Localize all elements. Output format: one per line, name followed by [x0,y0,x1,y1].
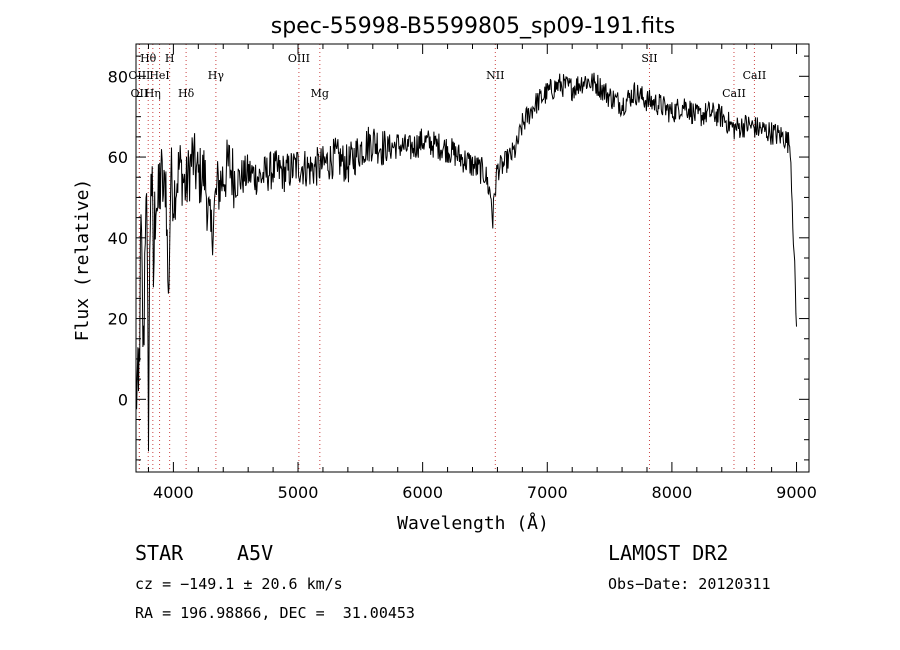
spectral-line-label: Mg [311,87,329,100]
x-tick-label: 9000 [776,483,817,502]
spectral-line-label: OII [131,87,149,100]
y-tick-label: 60 [108,148,128,167]
x-tick-label: 7000 [527,483,568,502]
spectral-line-label: NII [486,69,504,82]
x-tick-label: 4000 [153,483,194,502]
survey-name: LAMOST DR2 [608,541,729,565]
y-tick-label: 80 [108,67,128,86]
x-tick-label: 8000 [652,483,693,502]
spectral-line-label: Hη [145,87,161,100]
spectral-line-label: OIII [128,69,150,82]
x-tick-label: 5000 [278,483,319,502]
observation-date: Obs−Date: 20120311 [608,575,771,593]
redshift-velocity: cz = −149.1 ± 20.6 km/s [135,575,343,593]
spectral-line-label: Hδ [178,87,195,100]
spectral-line-label: Hθ [140,52,157,65]
y-tick-label: 0 [118,390,128,409]
spectrum-series [135,72,797,452]
spectral-line-label: Hγ [208,69,225,82]
y-tick-label: 20 [108,310,128,329]
spectral-line-label: CaII [743,69,767,82]
y-axis-label: Flux (relative) [72,179,93,342]
x-axis-label: Wavelength (Å) [397,512,549,534]
spectrum-line [135,72,797,452]
plot-axes: 4000 5000 6000 7000 8000 9000 0 20 40 60 80 [108,43,817,502]
object-class: STAR [135,541,184,565]
coordinates: RA = 196.98866, DEC = 31.00453 [135,604,415,622]
spectral-line-label: CaII [722,87,746,100]
spectral-line-label: SII [641,52,657,65]
chart-title: spec-55998-B5599805_sp09-191.fits [271,14,676,39]
spectral-line-label: OIII [288,52,310,65]
spectral-line-label: H [165,52,175,65]
y-tick-label: 40 [108,229,128,248]
spectral-line-label: HeI [149,69,169,82]
x-tick-label: 6000 [402,483,443,502]
spectral-subclass: A5V [237,541,274,565]
